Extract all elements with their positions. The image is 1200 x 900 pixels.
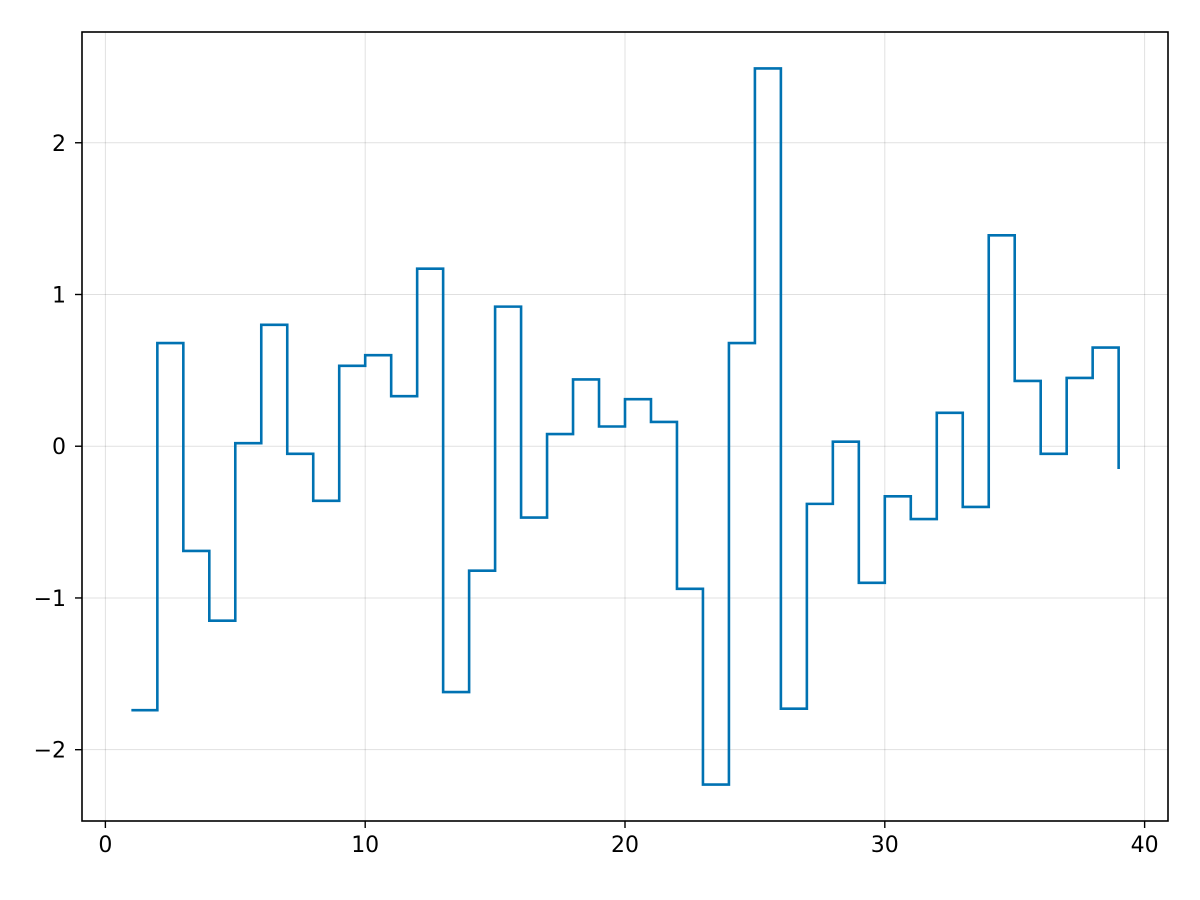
y-axis: −2 −1 0 1 2: [34, 132, 82, 764]
x-axis: 0 10 20 30 40: [98, 821, 1159, 858]
series-step-line: [131, 67, 1120, 786]
series-layer: [131, 67, 1120, 786]
y-tick-label: −2: [34, 739, 66, 764]
x-tick-label: 20: [611, 833, 639, 858]
y-tick-label: 0: [52, 435, 66, 460]
x-tick-label: 10: [351, 833, 379, 858]
y-tick-label: 1: [52, 283, 66, 308]
y-tick-label: 2: [52, 132, 66, 157]
x-tick-label: 40: [1131, 833, 1159, 858]
x-tick-label: 30: [871, 833, 899, 858]
grid-lines: [82, 32, 1168, 821]
x-tick-label: 0: [98, 833, 112, 858]
y-tick-label: −1: [34, 587, 66, 612]
